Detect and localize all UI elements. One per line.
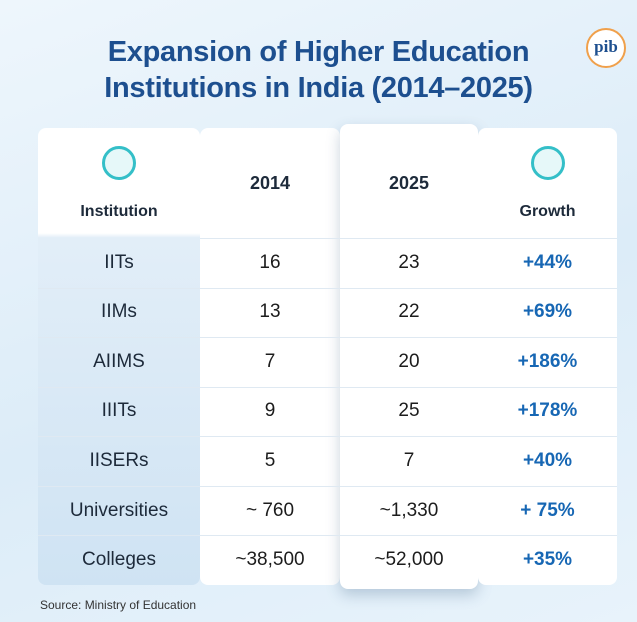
table-cell: 9 [264,400,276,422]
institution-name: IISERs [89,450,149,472]
title-line: Expansion of Higher Education [107,36,530,68]
table-cell: 13 [259,301,281,323]
table-cell: +35% [522,549,573,571]
logo: pib [586,28,626,68]
column-header: 2014 [249,172,291,193]
table: Institution 2014 2025 Growth IITs 16 23 +44% IIM… [38,124,617,589]
row-divider [38,287,617,289]
institution-name: IIMs [101,301,137,323]
column-2014 [200,128,340,585]
institution-name: Universities [69,499,169,521]
table-cell: ~ 760 [245,499,295,521]
table-cell: 25 [398,400,420,422]
growth-column [478,128,617,585]
table-cell: 22 [398,301,420,323]
title-line: Institutions in India (2014–2025) [104,72,533,104]
header-divider [200,238,617,239]
table-cell: +186% [517,350,578,372]
table-cell: ~38,500 [235,549,305,571]
table-cell: + 75% [520,499,575,521]
table-cell: ~1,330 [379,499,439,521]
column-header: Growth [519,203,576,220]
table-cell: 23 [398,251,420,273]
row-divider [38,535,617,537]
table-cell: 7 [264,350,276,372]
title: Expansion of Higher Education Institutio… [0,34,637,106]
institution-column [38,128,200,585]
institution-name: Colleges [82,549,156,571]
table-cell: ~52,000 [374,549,444,571]
table-cell: 5 [264,450,276,472]
growth-icon [531,146,565,180]
source: Source: Ministry of Education [40,598,197,612]
row-divider [38,386,617,388]
table-cell: 16 [259,251,281,273]
institution-name: IIITs [101,400,137,422]
institution-name: AIIMS [93,350,145,372]
table-cell: +44% [522,251,573,273]
table-cell: 20 [398,350,420,372]
column-header: 2025 [388,172,430,193]
row-divider [38,485,617,487]
column-header: Institution [80,203,158,220]
row-divider [38,436,617,438]
institution-icon [102,146,136,180]
institution-name: IITs [104,251,134,273]
table-cell: 7 [403,450,415,472]
row-divider [38,337,617,339]
column-2025 [340,124,478,589]
table-cell: +69% [522,301,573,323]
table-cell: +178% [517,400,578,422]
table-cell: +40% [522,450,573,472]
